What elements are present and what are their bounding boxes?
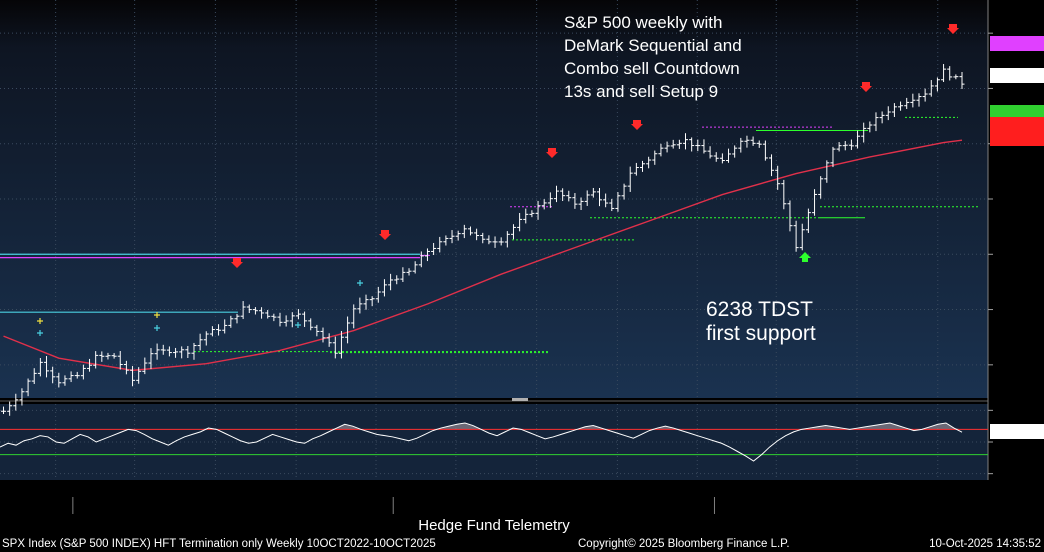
footer-source-label: Hedge Fund Telemetry [418,517,570,534]
title-line-4: 13s and sell Setup 9 [564,82,718,101]
panel-resize-handle[interactable] [512,398,528,401]
moving-average-line [3,139,963,372]
sell-arrow-icon [860,82,872,92]
overbought-fill [0,423,962,430]
plus-marker-icon [37,318,43,324]
oscillator-line [0,422,963,462]
osc-label-box [990,424,1044,439]
buy-arrow-icon [799,252,811,262]
x-axis [72,497,715,514]
sell-arrow-icon [546,148,558,158]
oscillator-grid [0,404,988,480]
sell-arrow-icon [231,258,243,268]
right-axis-labels [990,36,1044,439]
sell-arrow-icon [631,120,643,130]
sell-arrow-icon [379,230,391,240]
footer-timestamp: 10-Oct-2025 14:35:52 [929,538,1041,550]
tdst-annotation: 6238 TDST first support [706,298,816,345]
footer-copyright: Copyright© 2025 Bloomberg Finance L.P. [578,538,790,550]
plus-marker-icon [154,312,160,318]
moving-average [3,139,963,372]
plus-marker-icon [37,330,43,336]
plus-marker-icon [357,280,363,286]
annotation-line-2: first support [706,322,816,345]
title-line-1: S&P 500 weekly with [564,13,722,32]
price-label-box [990,131,1044,146]
horizontal-levels [0,116,978,354]
sell-arrow-icon [947,24,959,34]
price-label-box [990,36,1044,51]
plus-marker-icon [154,325,160,331]
ohlc-bars [1,64,965,416]
footer-security: SPX Index (S&P 500 INDEX) HFT Terminatio… [2,538,436,550]
demark-marks [37,24,959,336]
price-label-box [990,117,1044,132]
annotation-line-1: 6238 TDST [706,298,813,321]
plus-marker-icon [295,322,301,328]
price-label-box [990,68,1044,83]
title-line-3: Combo sell Countdown [564,59,740,78]
oscillator [0,422,988,462]
price-label-box [990,105,1044,120]
chart-title: S&P 500 weekly with DeMark Sequential an… [564,13,742,101]
title-line-2: DeMark Sequential and [564,36,742,55]
